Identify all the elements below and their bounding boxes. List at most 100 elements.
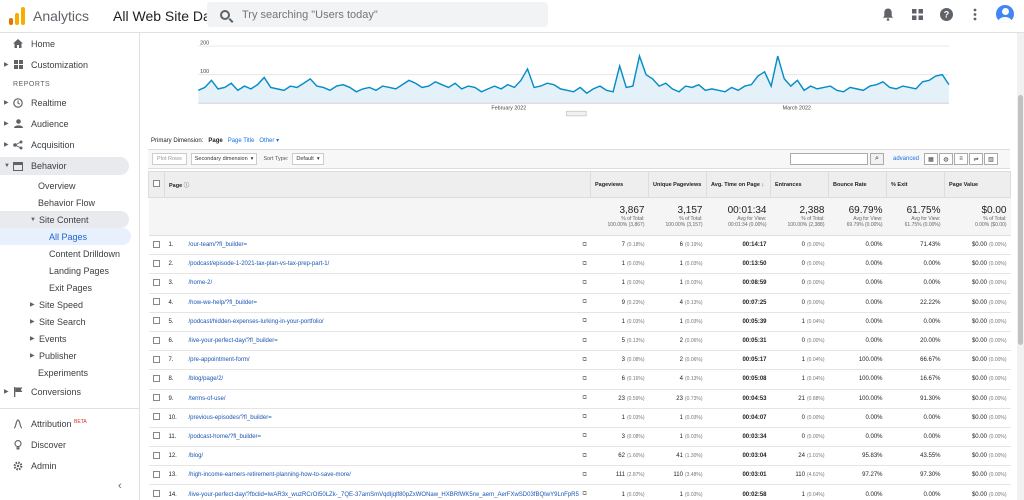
open-in-new-icon[interactable]: ⧉ — [582, 337, 587, 344]
more-vert-icon[interactable] — [967, 6, 983, 22]
row-checkbox[interactable] — [152, 317, 160, 325]
open-in-new-icon[interactable]: ⧉ — [582, 491, 587, 498]
performance-view-icon[interactable]: ≡ — [954, 153, 968, 165]
row-checkbox[interactable] — [152, 336, 160, 344]
open-in-new-icon[interactable]: ⧉ — [582, 471, 587, 478]
sidebar-item-attribution[interactable]: Attribution BETA — [0, 415, 140, 432]
row-checkbox[interactable] — [152, 394, 160, 402]
collapse-sidebar-icon[interactable]: ‹ — [118, 480, 122, 492]
page-link[interactable]: /blog/page/2/ — [188, 376, 224, 383]
row-checkbox[interactable] — [152, 470, 160, 478]
open-in-new-icon[interactable]: ⧉ — [582, 375, 587, 382]
page-link[interactable]: /how-we-help/?fl_builder= — [188, 299, 258, 306]
header-exit[interactable]: % Exit — [886, 171, 945, 198]
header-page[interactable]: Page ⓘ — [164, 171, 591, 198]
sidebar-item-behavior[interactable]: ▼ Behavior — [0, 157, 129, 175]
open-in-new-icon[interactable]: ⧉ — [582, 414, 587, 421]
header-page-value[interactable]: Page Value — [944, 171, 1011, 198]
help-icon[interactable]: ? — [938, 6, 954, 22]
scrollbar-thumb[interactable] — [1018, 95, 1023, 345]
sort-type-select[interactable]: Default ▾ — [292, 153, 324, 165]
page-link[interactable]: /blog/ — [188, 453, 204, 460]
open-in-new-icon[interactable]: ⧉ — [582, 260, 587, 267]
sidebar-item-site-content[interactable]: ▼ Site Content — [0, 211, 129, 228]
page-link[interactable]: /home-2/ — [188, 280, 213, 287]
sidebar-item-site-search[interactable]: ▶ Site Search — [0, 313, 139, 330]
sidebar-item-realtime[interactable]: ▶ Realtime — [0, 94, 139, 111]
open-in-new-icon[interactable]: ⧉ — [582, 241, 587, 248]
page-link[interactable]: /live-your-perfect-day/?fl_builder= — [188, 338, 278, 345]
table-view-icon[interactable]: ▦ — [924, 153, 938, 165]
row-checkbox[interactable] — [152, 490, 160, 498]
page-link[interactable]: /live-your-perfect-day/?fbclid=IwAR3x_wu… — [188, 491, 579, 498]
sidebar-item-acquisition[interactable]: ▶ Acquisition — [0, 136, 139, 153]
header-pageviews[interactable]: Pageviews — [590, 171, 649, 198]
page-value-percent: (0.00%) — [988, 472, 1007, 479]
header-entrances[interactable]: Entrances — [770, 171, 829, 198]
search-input[interactable] — [242, 8, 522, 21]
open-in-new-icon[interactable]: ⧉ — [582, 395, 587, 402]
notifications-icon[interactable] — [880, 6, 896, 22]
page-scrollbar[interactable] — [1017, 33, 1024, 500]
filter-search-icon[interactable]: ⌕ — [870, 153, 884, 165]
row-checkbox[interactable] — [152, 355, 160, 363]
open-in-new-icon[interactable]: ⧉ — [582, 279, 587, 286]
page-link[interactable]: /our-team/?fl_builder= — [188, 242, 248, 249]
header-unique-pageviews[interactable]: Unique Pageviews — [648, 171, 707, 198]
select-all-checkbox[interactable] — [153, 180, 160, 187]
open-in-new-icon[interactable]: ⧉ — [582, 452, 587, 459]
analytics-logo-icon[interactable] — [9, 7, 27, 25]
page-link[interactable]: /terms-of-use/ — [188, 395, 226, 402]
secondary-dimension-select[interactable]: Secondary dimension ▾ — [190, 153, 258, 165]
row-checkbox[interactable] — [152, 432, 160, 440]
sidebar-item-home[interactable]: Home — [0, 35, 139, 52]
account-avatar[interactable] — [996, 5, 1014, 23]
apps-grid-icon[interactable] — [909, 6, 925, 22]
page-link[interactable]: /podcast-home/?fl_builder= — [188, 433, 262, 440]
open-in-new-icon[interactable]: ⧉ — [582, 318, 587, 325]
advanced-filter-link[interactable]: advanced — [893, 156, 920, 162]
row-checkbox[interactable] — [152, 374, 160, 382]
sidebar-item-audience[interactable]: ▶ Audience — [0, 115, 139, 132]
dimension-other[interactable]: Other ▾ — [259, 138, 280, 144]
comparison-view-icon[interactable]: ⇌ — [969, 153, 983, 165]
sidebar-item-conversions[interactable]: ▶ Conversions — [0, 383, 139, 400]
open-in-new-icon[interactable]: ⧉ — [582, 356, 587, 363]
row-checkbox[interactable] — [152, 413, 160, 421]
sidebar-item-discover[interactable]: Discover — [0, 436, 140, 453]
row-checkbox[interactable] — [152, 298, 160, 306]
sidebar-item-exit-pages[interactable]: Exit Pages — [0, 279, 139, 296]
sidebar-item-content-drilldown[interactable]: Content Drilldown — [0, 245, 139, 262]
sidebar-item-admin[interactable]: Admin — [0, 457, 140, 474]
sidebar-item-experiments[interactable]: Experiments — [0, 364, 139, 381]
search-box[interactable] — [207, 2, 548, 27]
pivot-view-icon[interactable]: ▥ — [984, 153, 998, 165]
open-in-new-icon[interactable]: ⧉ — [582, 433, 587, 440]
sidebar-item-overview[interactable]: Overview — [0, 177, 139, 194]
plot-rows-button[interactable]: Plot Rows — [152, 153, 187, 165]
chart-resize-handle[interactable] — [565, 110, 587, 117]
header-bounce-rate[interactable]: Bounce Rate — [828, 171, 887, 198]
dimension-page[interactable]: Page — [208, 137, 223, 144]
page-link[interactable]: /pre-appointment-form/ — [188, 357, 250, 364]
sidebar-item-site-speed[interactable]: ▶ Site Speed — [0, 296, 139, 313]
row-checkbox[interactable] — [152, 240, 160, 248]
dimension-page-title[interactable]: Page Title — [227, 137, 255, 144]
page-link[interactable]: /high-income-earners-retirement-planning… — [188, 472, 351, 479]
table-filter-input[interactable] — [790, 153, 868, 165]
page-link[interactable]: /podcast/episode-1-2021-tax-plan-vs-tax-… — [188, 261, 330, 268]
sidebar-item-events[interactable]: ▶ Events — [0, 330, 139, 347]
open-in-new-icon[interactable]: ⧉ — [582, 299, 587, 306]
header-avg-time[interactable]: Avg. Time on Page ↓ — [706, 171, 771, 198]
sidebar-item-publisher[interactable]: ▶ Publisher — [0, 347, 139, 364]
sidebar-item-behavior-flow[interactable]: Behavior Flow — [0, 194, 139, 211]
page-link[interactable]: /podcast/hidden-expenses-lurking-in-your… — [188, 318, 324, 325]
row-checkbox[interactable] — [152, 259, 160, 267]
row-checkbox[interactable] — [152, 278, 160, 286]
sidebar-item-all-pages[interactable]: All Pages — [0, 228, 131, 245]
row-checkbox[interactable] — [152, 451, 160, 459]
sidebar-item-customization[interactable]: ▶ Customization — [0, 56, 139, 73]
page-link[interactable]: /previous-episodes/?fl_builder= — [188, 414, 272, 421]
percentage-view-icon[interactable]: ◍ — [939, 153, 953, 165]
sidebar-item-landing-pages[interactable]: Landing Pages — [0, 262, 139, 279]
